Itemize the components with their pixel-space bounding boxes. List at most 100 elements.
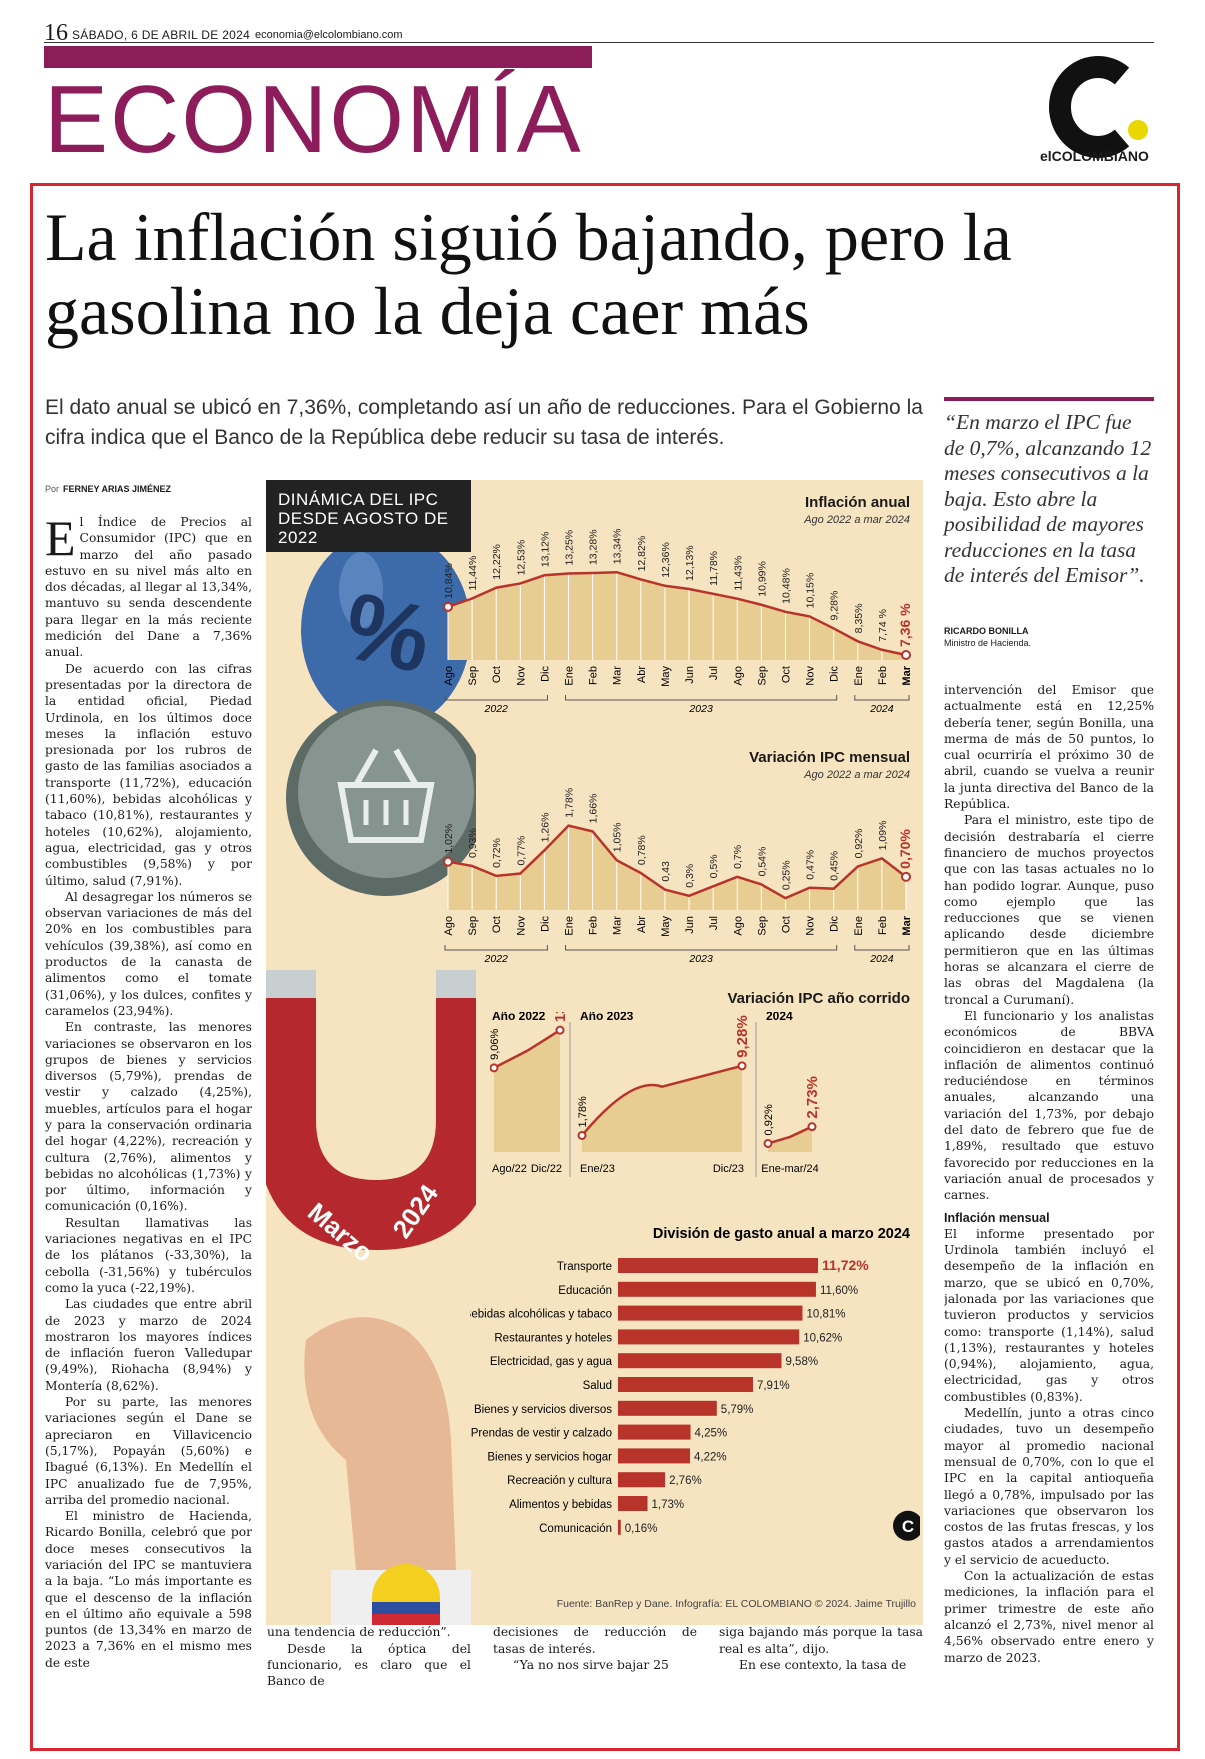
bar — [618, 1258, 818, 1273]
paragraph: Para el ministro, este tipo de decisión … — [944, 813, 1154, 1007]
data-label: 0,78% — [636, 835, 648, 865]
year-bracket — [444, 945, 548, 951]
tick-label: Abr — [636, 916, 648, 933]
bar — [618, 1472, 666, 1488]
tick-label: Ago/22 — [492, 1163, 527, 1175]
tick-label: Ene — [853, 666, 865, 686]
point-start — [443, 856, 453, 867]
section-subhead: Inflación mensual — [944, 1210, 1050, 1225]
value-label: 2,76% — [669, 1475, 702, 1487]
infographic-title: DINÁMICA DEL IPC DESDE AGOSTO DE 2022 — [278, 490, 449, 547]
data-label: 1,09% — [877, 821, 889, 851]
panel-title: Año 2023 — [580, 1012, 634, 1023]
paragraph: Resultan llamativas las variaciones nega… — [45, 1215, 252, 1295]
tick-label: May — [660, 666, 672, 687]
data-label: 0,92% — [763, 1104, 775, 1135]
data-label: 9,06% — [490, 1028, 501, 1059]
panel-title: Año 2022 — [492, 1012, 546, 1023]
point-start — [763, 1138, 773, 1148]
top-rule — [44, 42, 1154, 43]
point-start — [490, 1063, 499, 1073]
category-label: Prendas de vestir y calzado — [471, 1428, 612, 1440]
data-label: 10,84% — [443, 563, 455, 599]
tick-label: Oct — [491, 916, 503, 933]
data-label: 12,82% — [636, 536, 648, 572]
year-label: 2022 — [484, 703, 509, 715]
point-end — [807, 1122, 817, 1132]
paragraph: De acuerdo con las cifras presentadas po… — [45, 661, 252, 888]
paragraph: “Ya no nos sirve bajar 25 — [513, 1657, 669, 1672]
data-label: 10,48% — [780, 568, 792, 604]
data-label: 0,54% — [756, 847, 768, 877]
bar — [618, 1448, 691, 1464]
colombia-flag-icon — [372, 1564, 440, 1625]
tick-label: Jun — [684, 916, 696, 934]
tick-label: Ago — [732, 916, 744, 936]
category-label: Transporte — [557, 1261, 612, 1273]
tick-label: Ene-mar/24 — [761, 1163, 818, 1175]
byline-author: FERNEY ARIAS JIMÉNEZ — [63, 484, 172, 494]
paragraph: Medellín, junto a otras cinco ciudades, … — [944, 1406, 1154, 1567]
area-fill — [448, 825, 906, 910]
data-label: 0,7% — [732, 845, 744, 869]
article-column-2: 2024), con lo que se consolida una tende… — [267, 1608, 471, 1743]
tick-label: Oct — [491, 666, 503, 683]
tick-label: Feb — [877, 666, 889, 685]
data-label: 13,34% — [612, 529, 624, 565]
value-label: 10,62% — [803, 1332, 842, 1344]
series-line — [447, 570, 907, 657]
value-label: 5,79% — [721, 1404, 754, 1416]
data-label: 1,66% — [588, 794, 600, 824]
data-label: 11,43% — [732, 556, 744, 591]
data-label: 7,36 % — [897, 603, 913, 647]
quote-rule — [944, 397, 1154, 401]
bar — [618, 1281, 816, 1297]
area-fill — [494, 1030, 560, 1152]
tick-label: Jun — [684, 666, 696, 684]
byline-prefix: Por — [45, 484, 60, 494]
chart-monthly-variation: 1,02% 0,93% 0,72% 0,77% 1,26% 1,78% 1,66% 1,05%… — [443, 788, 913, 965]
year-label: 2023 — [688, 703, 713, 715]
infographic-source: Fuente: BanRep y Dane. Infografía: EL CO… — [556, 1598, 916, 1610]
data-label: 0,92% — [853, 829, 865, 859]
data-label: 9,28% — [734, 1015, 751, 1058]
point-end — [737, 1061, 747, 1071]
paragraph: El informe presentado por Urdinola tambi… — [944, 1226, 1154, 1404]
data-label: 0,3% — [684, 864, 696, 888]
chart-monthly-subtitle: Ago 2022 a mar 2024 — [804, 769, 910, 781]
category-label: Alimentos y bebidas — [509, 1499, 612, 1511]
tick-label: Mar — [612, 666, 624, 685]
section-email[interactable]: economia@elcolombiano.com — [255, 29, 403, 41]
value-label: 1,73% — [652, 1499, 685, 1511]
value-label: 10,81% — [806, 1309, 845, 1321]
tick-label: Feb — [588, 916, 600, 935]
data-label: 0,93% — [467, 828, 479, 858]
data-label: 0,47% — [805, 850, 817, 880]
bar — [618, 1400, 717, 1416]
bar — [618, 1329, 800, 1345]
chart-title: División de gasto anual a marzo 2024 — [653, 1226, 910, 1242]
tick-label: Sep — [467, 916, 479, 936]
year-bracket — [444, 695, 548, 701]
value-label: 11,60% — [820, 1285, 858, 1297]
category-label: Bebidas alcohólicas y tabaco — [470, 1309, 612, 1321]
data-label: 0,70% — [897, 829, 913, 869]
paragraph: intervención del Emisor que actualmente … — [944, 683, 1154, 812]
paragraph: El ministro de Hacienda, Ricardo Bonilla… — [45, 1509, 252, 1670]
paragraph: En contraste, las menores variaciones se… — [45, 1020, 252, 1214]
data-label: 12,13% — [684, 545, 696, 581]
data-label: 0,43 — [660, 861, 672, 882]
data-label: 11,44% — [467, 556, 479, 591]
point-end — [901, 650, 911, 661]
value-label: 4,25% — [695, 1428, 728, 1440]
tick-label: Ago — [443, 666, 455, 686]
data-label: 13,25% — [564, 530, 576, 566]
quote-author: RICARDO BONILLA — [944, 626, 1029, 636]
category-label: Salud — [583, 1380, 612, 1392]
logo-badge-letter: C — [902, 1517, 914, 1536]
year-label: 2024 — [869, 953, 894, 965]
point-end — [901, 871, 911, 882]
dropcap: E — [45, 514, 76, 566]
paragraph: Con la actualización de estas mediciones… — [944, 1569, 1154, 1665]
tick-label: Dic/23 — [713, 1163, 744, 1175]
